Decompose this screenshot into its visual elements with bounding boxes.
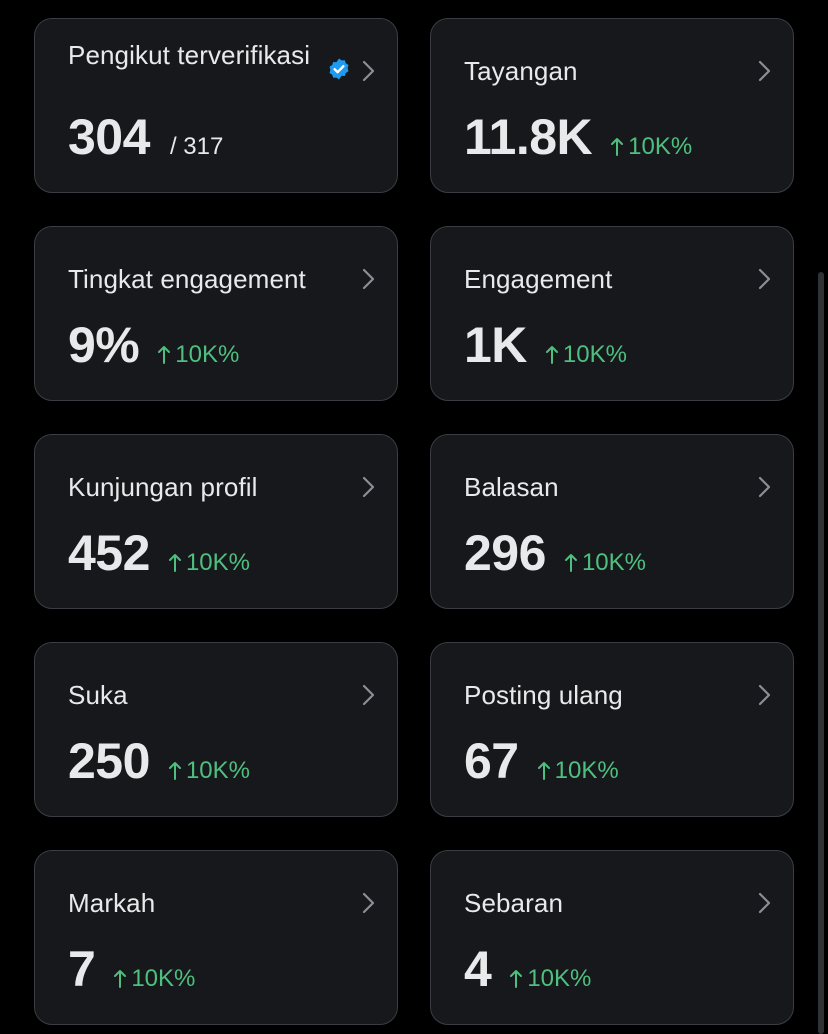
arrow-up-icon xyxy=(545,346,558,364)
trend-indicator: 10K% xyxy=(509,965,591,993)
card-engagement-rate[interactable]: Tingkat engagement 9% 10K% xyxy=(34,226,398,401)
card-label: Kunjungan profil xyxy=(68,472,258,502)
arrow-up-icon xyxy=(537,762,550,780)
arrow-up-icon xyxy=(114,970,127,988)
trend-value: 10K% xyxy=(185,757,250,784)
metric-value: 11.8K xyxy=(464,109,593,165)
card-shares[interactable]: Sebaran 4 10K% xyxy=(430,850,794,1025)
value-row: 11.8K 10K% xyxy=(464,107,692,167)
card-label: Markah xyxy=(68,888,156,918)
trend-indicator: 10K% xyxy=(168,757,250,785)
card-verified-followers[interactable]: Pengikut terverifikasi 304 / 317 xyxy=(34,18,398,193)
scrollbar[interactable] xyxy=(818,272,824,1034)
value-row: 7 10K% xyxy=(68,939,195,999)
value-row: 1K 10K% xyxy=(464,315,627,375)
chevron-right-icon xyxy=(362,892,375,914)
value-row: 304 / 317 xyxy=(68,107,223,167)
chevron-right-icon xyxy=(362,268,375,290)
chevron-right-icon xyxy=(758,476,771,498)
card-likes[interactable]: Suka 250 10K% xyxy=(34,642,398,817)
card-label: Engagement xyxy=(464,264,613,294)
card-profile-visits[interactable]: Kunjungan profil 452 10K% xyxy=(34,434,398,609)
trend-indicator: 10K% xyxy=(545,341,627,369)
card-impressions[interactable]: Tayangan 11.8K 10K% xyxy=(430,18,794,193)
arrow-up-icon xyxy=(611,138,624,156)
trend-value: 10K% xyxy=(185,549,250,576)
metric-value: 4 xyxy=(464,941,492,997)
card-reposts[interactable]: Posting ulang 67 10K% xyxy=(430,642,794,817)
chevron-right-icon xyxy=(362,476,375,498)
trend-value: 10K% xyxy=(628,133,693,160)
card-label: Tayangan xyxy=(464,56,578,86)
trend-value: 10K% xyxy=(131,965,196,992)
arrow-up-icon xyxy=(168,554,181,572)
trend-indicator: 10K% xyxy=(168,549,250,577)
metric-value: 67 xyxy=(464,733,519,789)
trend-indicator: 10K% xyxy=(537,757,619,785)
value-row: 452 10K% xyxy=(68,523,250,583)
trend-value: 10K% xyxy=(175,341,240,368)
chevron-right-icon xyxy=(362,60,375,82)
trend-indicator: 10K% xyxy=(610,133,692,161)
trend-indicator: 10K% xyxy=(157,341,239,369)
value-row: 4 10K% xyxy=(464,939,591,999)
trend-value: 10K% xyxy=(554,757,619,784)
trend-value: 10K% xyxy=(562,341,627,368)
value-row: 67 10K% xyxy=(464,731,619,791)
value-row: 9% 10K% xyxy=(68,315,239,375)
metric-value: 7 xyxy=(68,941,96,997)
metric-value: 1K xyxy=(464,317,527,373)
value-row: 250 10K% xyxy=(68,731,250,791)
card-engagement[interactable]: Engagement 1K 10K% xyxy=(430,226,794,401)
arrow-up-icon xyxy=(564,554,577,572)
trend-value: 10K% xyxy=(581,549,646,576)
metric-value: 452 xyxy=(68,525,150,581)
metric-value: 250 xyxy=(68,733,150,789)
chevron-right-icon xyxy=(362,684,375,706)
trend-indicator: 10K% xyxy=(113,965,195,993)
card-replies[interactable]: Balasan 296 10K% xyxy=(430,434,794,609)
verified-badge-icon xyxy=(329,58,349,80)
value-row: 296 10K% xyxy=(464,523,646,583)
card-bookmarks[interactable]: Markah 7 10K% xyxy=(34,850,398,1025)
card-label: Tingkat engagement xyxy=(68,264,306,294)
arrow-up-icon xyxy=(158,346,171,364)
analytics-grid: Pengikut terverifikasi 304 / 317 Tayanga… xyxy=(34,18,794,1025)
card-label: Sebaran xyxy=(464,888,563,918)
metric-value: 296 xyxy=(464,525,546,581)
card-label: Balasan xyxy=(464,472,559,502)
chevron-right-icon xyxy=(758,892,771,914)
chevron-right-icon xyxy=(758,684,771,706)
metric-total: / 317 xyxy=(169,133,224,160)
metric-value: 9% xyxy=(68,317,140,373)
trend-indicator: 10K% xyxy=(564,549,646,577)
card-label: Pengikut terverifikasi xyxy=(68,40,311,70)
metric-value: 304 xyxy=(68,109,150,165)
arrow-up-icon xyxy=(168,762,181,780)
trend-value: 10K% xyxy=(527,965,592,992)
card-label: Suka xyxy=(68,680,128,710)
card-label: Posting ulang xyxy=(464,680,623,710)
arrow-up-icon xyxy=(510,970,523,988)
chevron-right-icon xyxy=(758,60,771,82)
chevron-right-icon xyxy=(758,268,771,290)
